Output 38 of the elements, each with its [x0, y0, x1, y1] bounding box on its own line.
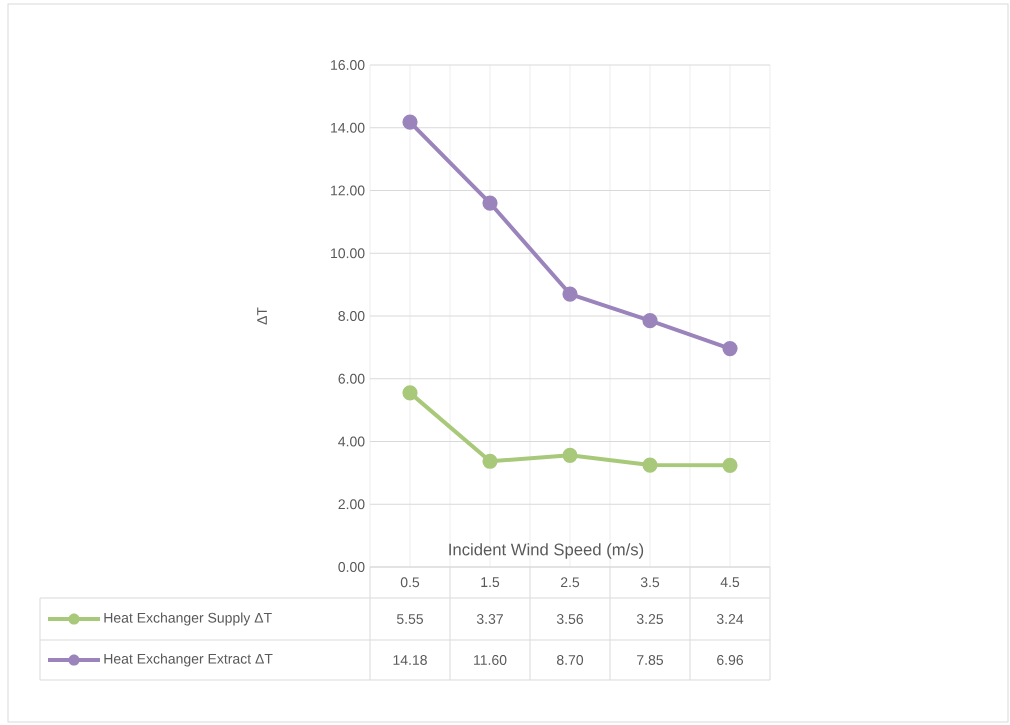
y-tick-label: 16.00 [331, 60, 365, 70]
data-label: 5.55 [396, 614, 424, 624]
point [482, 453, 498, 469]
y-axis-title: ΔT [257, 307, 267, 325]
y-tick-label: 4.00 [338, 436, 365, 447]
data-label: 11.60 [474, 655, 507, 665]
point [642, 313, 658, 329]
data-label: 7.85 [637, 655, 664, 665]
point [562, 286, 578, 302]
point [722, 341, 738, 357]
y-tick-label: 2.00 [338, 499, 365, 510]
y-tick-label: 8.00 [338, 311, 365, 321]
y-tick-label: 6.00 [338, 373, 365, 384]
point [402, 385, 418, 401]
point [402, 114, 418, 130]
data-label: 3.37 [476, 614, 503, 624]
y-tick-label: 10.00 [331, 248, 365, 259]
data-label: 8.70 [556, 655, 584, 665]
x-tick-label: 4.5 [720, 577, 740, 588]
data-label: 3.56 [556, 614, 584, 624]
x-tick-label: 0.5 [400, 577, 420, 588]
x-tick-label: 2.5 [560, 577, 580, 588]
legend-label: Heat Exchanger Extract ΔT [104, 653, 273, 667]
y-tick-label: 14.00 [331, 122, 365, 133]
x-tick-label: 1.5 [481, 577, 500, 588]
data-label: 14.18 [393, 655, 427, 665]
data-label: 3.24 [716, 614, 744, 624]
y-tick-label: 12.00 [331, 185, 365, 196]
data-label: 6.96 [717, 655, 744, 665]
legend-label: Heat Exchanger Supply ΔT [104, 612, 272, 626]
x-tick-label: 3.5 [640, 577, 660, 588]
point [482, 195, 498, 211]
data-label: 3.25 [636, 614, 664, 624]
x-axis-title: Incident Wind Speed (m/s) [449, 543, 644, 559]
point [562, 447, 578, 463]
point [722, 457, 738, 473]
point [642, 457, 658, 473]
y-tick-label: 0.00 [338, 562, 365, 572]
